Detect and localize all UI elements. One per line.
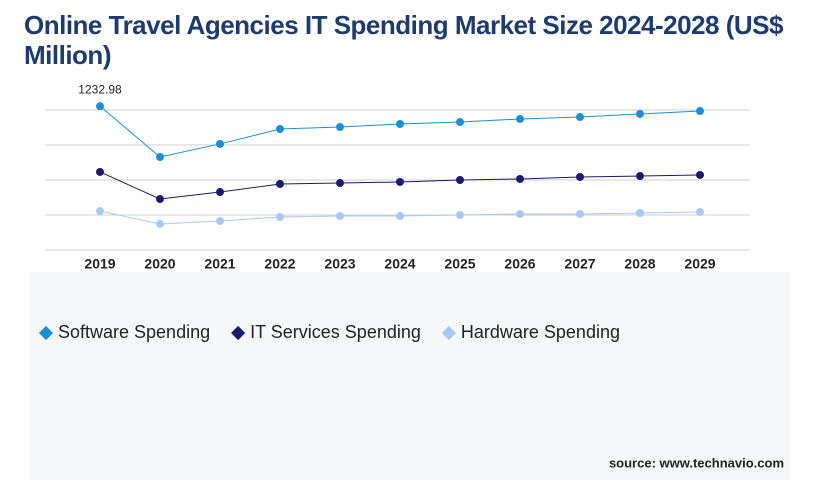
data-point: [396, 120, 404, 128]
x-tick-label: 2023: [324, 256, 355, 272]
legend-label: IT Services Spending: [250, 322, 421, 342]
data-point: [636, 172, 644, 181]
chart-title: Online Travel Agencies IT Spending Marke…: [24, 10, 783, 70]
data-point: [696, 170, 704, 179]
legend-panel: [30, 272, 790, 480]
data-point: [576, 209, 584, 218]
data-point: [216, 216, 224, 225]
x-tick-label: 2029: [684, 256, 715, 272]
x-tick-label: 2022: [264, 256, 295, 272]
x-tick-label: 2024: [384, 256, 415, 272]
data-point: [156, 153, 164, 162]
data-point: [336, 212, 344, 221]
data-point: [276, 179, 284, 188]
legend-marker: [231, 325, 246, 341]
legend-label: Hardware Spending: [461, 322, 620, 342]
data-label: 1232.98: [78, 82, 122, 96]
x-tick-label: 2021: [204, 256, 235, 272]
title-box: Online Travel Agencies IT Spending Marke…: [24, 10, 783, 70]
data-point: [456, 118, 464, 127]
data-point: [96, 167, 104, 176]
series-line: [99, 105, 701, 158]
x-tick-label: 2027: [564, 256, 595, 272]
data-point: [156, 195, 164, 204]
x-tick-label: 2025: [444, 256, 475, 272]
data-point: [516, 209, 524, 218]
data-point: [456, 211, 464, 219]
x-tick-label: 2020: [144, 256, 175, 272]
data-point: [516, 174, 524, 183]
data-point: [396, 212, 404, 221]
data-point: [696, 207, 704, 216]
source: source: www.technavio.com: [609, 455, 784, 470]
data-point: [396, 177, 404, 186]
data-point: [636, 109, 644, 118]
x-tick-label: 2019: [84, 256, 115, 272]
x-tick-label: 2028: [624, 256, 655, 272]
data-point: [336, 123, 344, 132]
legend-label: Software Spending: [58, 322, 210, 342]
data-point: [276, 212, 284, 221]
data-point: [576, 172, 584, 181]
data-point: [696, 107, 704, 116]
data-point: [216, 139, 224, 148]
data-point: [456, 176, 464, 184]
data-point: [336, 179, 344, 188]
data-point: [516, 114, 524, 123]
data-point: [576, 113, 584, 121]
data-point: [96, 207, 104, 216]
data-point: [156, 219, 164, 228]
legend-marker: [38, 325, 54, 341]
data-point: [216, 188, 224, 197]
legend-marker: [441, 325, 456, 341]
data-point: [276, 125, 284, 134]
data-point: [96, 102, 104, 111]
data-point: [636, 209, 644, 218]
x-tick-label: 2026: [504, 256, 535, 272]
